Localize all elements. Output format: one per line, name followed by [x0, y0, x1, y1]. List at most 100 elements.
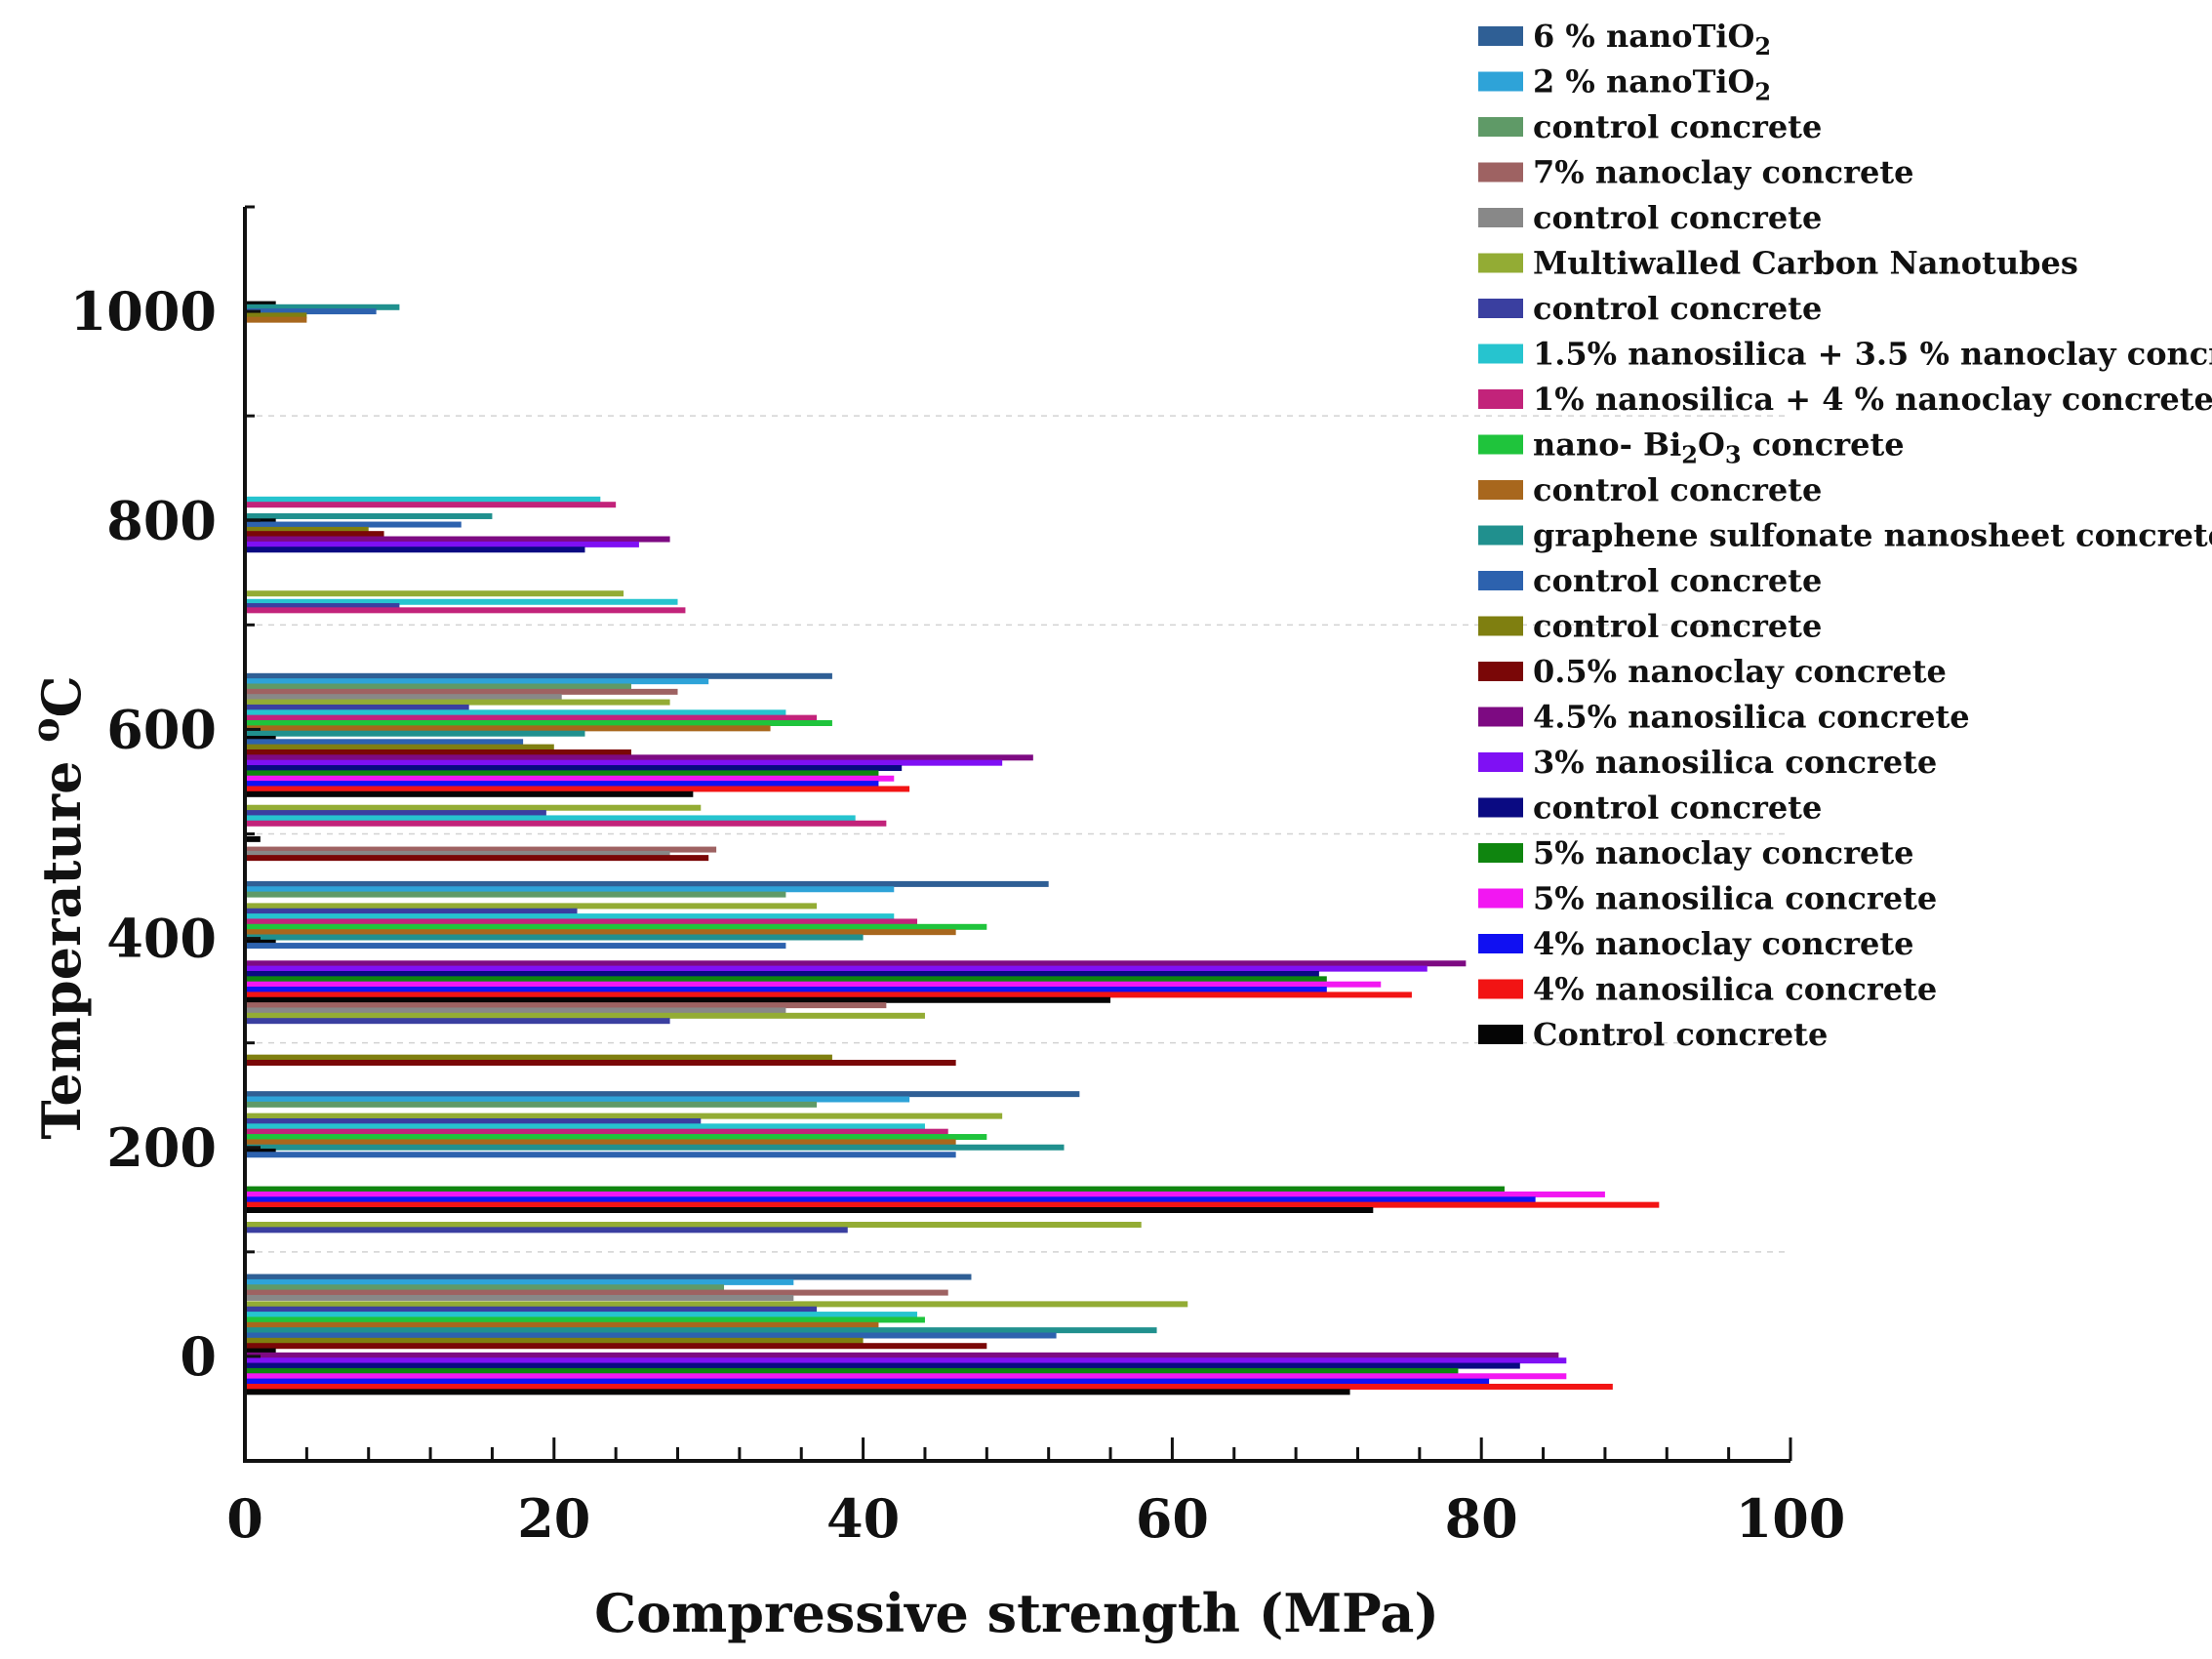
- legend-item: 5% nanosilica concrete: [1478, 880, 1937, 917]
- legend-swatch: [1478, 843, 1523, 863]
- bar: [245, 312, 307, 319]
- legend-label: control concrete: [1533, 789, 1822, 827]
- bar: [245, 704, 469, 710]
- x-tick-label: 20: [517, 1487, 590, 1550]
- bar: [245, 1352, 1559, 1358]
- axes: [243, 205, 1792, 1463]
- legend-label: 4% nanosilica concrete: [1533, 971, 1937, 1008]
- legend-item: 0.5% nanoclay concrete: [1478, 653, 1947, 690]
- legend-label: Multiwalled Carbon Nanotubes: [1533, 245, 2078, 282]
- bar: [245, 970, 1319, 977]
- legend-swatch: [1478, 26, 1523, 46]
- legend-item: 4% nanoclay concrete: [1478, 925, 1913, 962]
- legend-item: 7% nanoclay concrete: [1478, 154, 1913, 191]
- bar: [245, 1054, 832, 1061]
- x-tick-label: 0: [226, 1487, 263, 1550]
- bar: [245, 1389, 1350, 1396]
- bar: [245, 1134, 987, 1141]
- y-tick-label: 600: [106, 698, 217, 760]
- bar: [245, 526, 369, 533]
- bar: [245, 1278, 794, 1285]
- bar: [245, 1362, 1520, 1369]
- bar: [245, 546, 585, 553]
- bar: [245, 1060, 956, 1067]
- bar: [245, 699, 670, 706]
- legend-swatch: [1478, 434, 1523, 455]
- bar: [245, 512, 493, 519]
- legend-label: control concrete: [1533, 290, 1822, 327]
- legend-item: control concrete: [1478, 789, 1822, 827]
- bar: [245, 1367, 1459, 1374]
- bar: [245, 736, 276, 743]
- bar: [245, 786, 910, 792]
- legend-swatch: [1478, 117, 1523, 137]
- bar: [245, 1018, 670, 1025]
- bar: [245, 1002, 887, 1009]
- bar: [245, 1301, 1188, 1308]
- bar: [245, 590, 624, 597]
- bar: [245, 1373, 1567, 1380]
- bar: [245, 531, 384, 538]
- bar: [245, 1227, 848, 1234]
- bar: [245, 541, 639, 547]
- bar: [245, 688, 678, 695]
- bar: [245, 918, 918, 925]
- bar: [245, 1316, 925, 1323]
- legend-label: 0.5% nanoclay concrete: [1533, 653, 1947, 690]
- legend-item: 4% nanosilica concrete: [1478, 971, 1937, 1008]
- bar: [245, 886, 895, 893]
- bar: [245, 1096, 910, 1103]
- legend-item: control concrete: [1478, 199, 1822, 236]
- bar: [245, 1007, 786, 1014]
- bar: [245, 1306, 818, 1313]
- bar: [245, 536, 670, 543]
- bar: [245, 991, 1412, 998]
- bar: [245, 316, 307, 323]
- bar: [245, 765, 903, 772]
- bar: [245, 1196, 1536, 1203]
- bar: [245, 301, 276, 307]
- legend-item: 2 % nanoTiO2: [1478, 63, 1771, 106]
- legend-label: control concrete: [1533, 562, 1822, 599]
- bar: [245, 1337, 864, 1344]
- legend-label: 1.5% nanosilica + 3.5 % nanoclay concret…: [1533, 336, 2212, 373]
- bar: [245, 754, 1033, 761]
- bar: [245, 1191, 1605, 1197]
- bar: [245, 1289, 948, 1296]
- legend-swatch: [1478, 662, 1523, 681]
- bar: [245, 1091, 1080, 1098]
- bar: [245, 502, 617, 508]
- legend-swatch: [1478, 525, 1523, 546]
- bar: [245, 744, 554, 750]
- legend-label: 7% nanoclay concrete: [1533, 154, 1913, 191]
- bar: [245, 683, 631, 690]
- bar: [245, 1357, 1567, 1364]
- legend-swatch: [1478, 752, 1523, 772]
- y-tick-label: 1000: [70, 280, 217, 343]
- legend-swatch: [1478, 707, 1523, 727]
- legend-item: 3% nanosilica concrete: [1478, 744, 1937, 781]
- legend-item: Control concrete: [1478, 1016, 1828, 1053]
- bar: [245, 1144, 1065, 1151]
- bar: [245, 1149, 276, 1155]
- bar: [245, 1123, 925, 1130]
- bar: [245, 880, 1049, 887]
- bar: [245, 1321, 879, 1328]
- bar: [245, 846, 717, 853]
- bar: [245, 496, 601, 503]
- bar: [245, 987, 1327, 993]
- legend-swatch: [1478, 208, 1523, 227]
- bar: [245, 1332, 1057, 1339]
- legend-label: 3% nanosilica concrete: [1533, 744, 1937, 781]
- bar: [245, 1312, 918, 1318]
- bar: [245, 804, 702, 811]
- legend-swatch: [1478, 389, 1523, 409]
- bar: [245, 835, 261, 842]
- bar: [245, 1117, 702, 1124]
- legend-label: nano- Bi2O3 concrete: [1533, 426, 1905, 469]
- legend-item: nano- Bi2O3 concrete: [1478, 426, 1905, 469]
- legend-label: 6 % nanoTiO2: [1533, 18, 1771, 61]
- legend-item: 4.5% nanosilica concrete: [1478, 699, 1970, 736]
- y-axis-title: Temperature oC: [23, 675, 93, 1139]
- bar: [245, 929, 956, 936]
